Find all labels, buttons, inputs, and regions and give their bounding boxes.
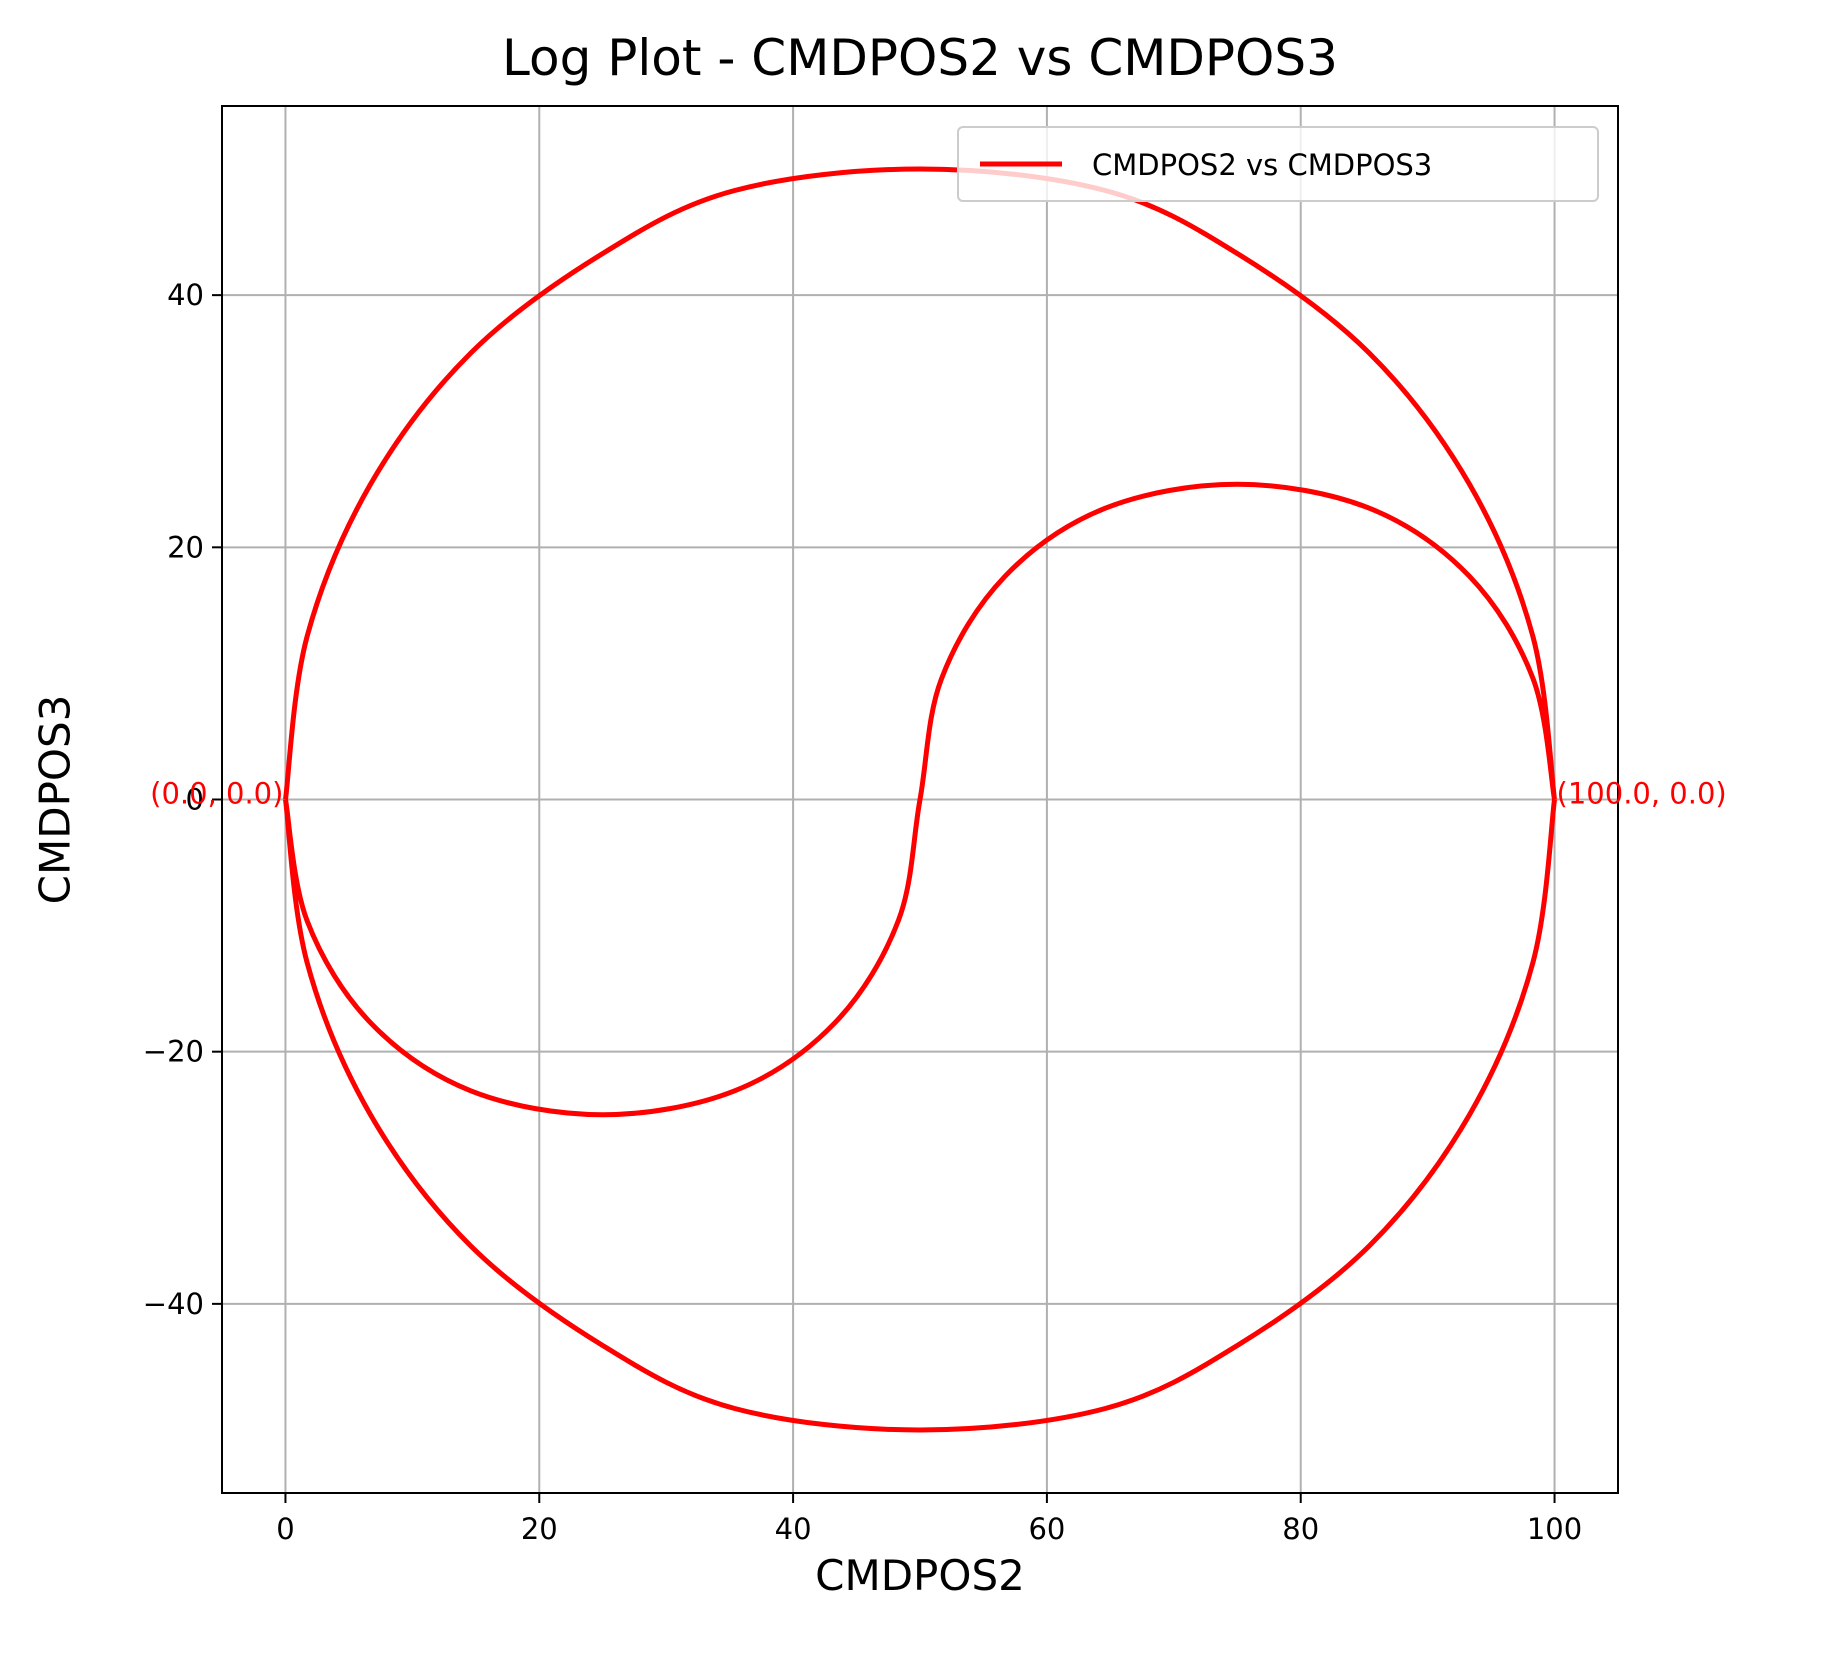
point-annotation: (0.0, 0.0) — [150, 777, 283, 811]
y-tick-label: 40 — [167, 278, 204, 312]
legend-label: CMDPOS2 vs CMDPOS3 — [1092, 148, 1432, 182]
x-tick-label: 0 — [276, 1512, 294, 1546]
x-axis-title: CMDPOS2 — [815, 1551, 1025, 1600]
annotations: (0.0, 0.0) (100.0, 0.0) — [150, 777, 1727, 811]
x-tick-label: 100 — [1527, 1512, 1582, 1546]
point-annotation: (100.0, 0.0) — [1557, 777, 1727, 811]
x-tick-label: 40 — [775, 1512, 812, 1546]
y-tick-label: 0 — [186, 783, 204, 817]
legend-box — [957, 126, 1599, 202]
y-tick-label: −20 — [143, 1035, 204, 1069]
ticks: 0 20 40 60 80 100 −40 −20 0 20 40 — [143, 278, 1582, 1546]
series-line — [283, 166, 1557, 1433]
x-tick-label: 60 — [1028, 1512, 1065, 1546]
y-tick-label: 20 — [167, 530, 204, 564]
y-tick-label: −40 — [143, 1287, 204, 1321]
series-layer — [283, 166, 1557, 1433]
x-tick-label: 20 — [521, 1512, 558, 1546]
chart-title: Log Plot - CMDPOS2 vs CMDPOS3 — [502, 29, 1338, 87]
y-axis-title: CMDPOS3 — [31, 695, 80, 905]
legend: CMDPOS2 vs CMDPOS3 — [957, 126, 1599, 202]
x-tick-label: 80 — [1282, 1512, 1319, 1546]
